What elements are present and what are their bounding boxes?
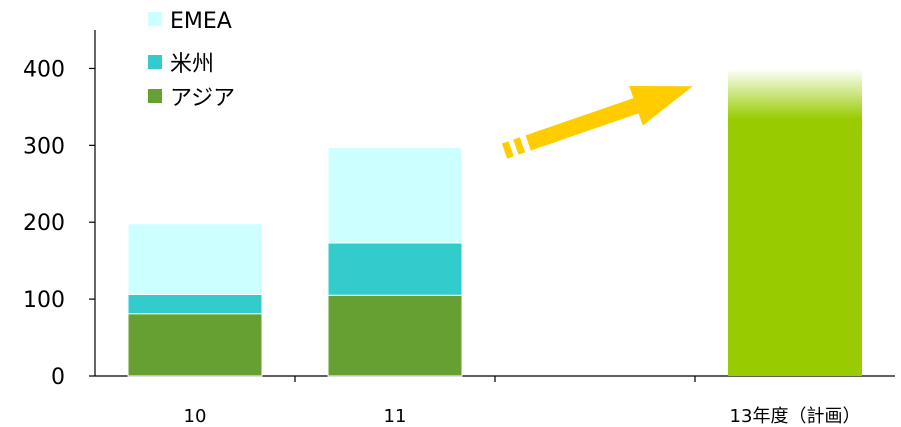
legend-swatch-asia bbox=[148, 89, 162, 103]
legend-swatch-americas bbox=[148, 55, 162, 69]
y-tick-label: 200 bbox=[23, 211, 65, 236]
bar-segment-EMEA bbox=[327, 147, 463, 244]
bar-segment-アジア bbox=[327, 294, 463, 377]
bar-segment-米州 bbox=[127, 293, 263, 315]
x-tick-label: 13年度（計画） bbox=[730, 406, 861, 427]
y-tick-label: 100 bbox=[23, 288, 65, 313]
x-tick-label: 10 bbox=[184, 406, 207, 427]
bar-segment-アジア bbox=[127, 313, 263, 377]
legend-swatch-emea bbox=[148, 12, 162, 26]
y-tick-label: 400 bbox=[23, 57, 65, 82]
bar-segment-EMEA bbox=[127, 223, 263, 295]
legend-label-asia: アジア bbox=[170, 86, 235, 111]
y-tick-label: 300 bbox=[23, 134, 65, 159]
x-tick-label: 11 bbox=[384, 406, 407, 427]
bar-segment-米州 bbox=[327, 242, 463, 296]
plan-bar bbox=[728, 118, 862, 376]
y-tick-label: 0 bbox=[51, 365, 65, 390]
plan-bar-fade bbox=[728, 68, 862, 119]
growth-arrow-icon bbox=[501, 85, 693, 159]
legend-label-americas: 米州 bbox=[170, 52, 214, 77]
legend-label-emea: EMEA bbox=[170, 9, 232, 34]
legend: EMEA 米州 アジア bbox=[148, 9, 235, 111]
